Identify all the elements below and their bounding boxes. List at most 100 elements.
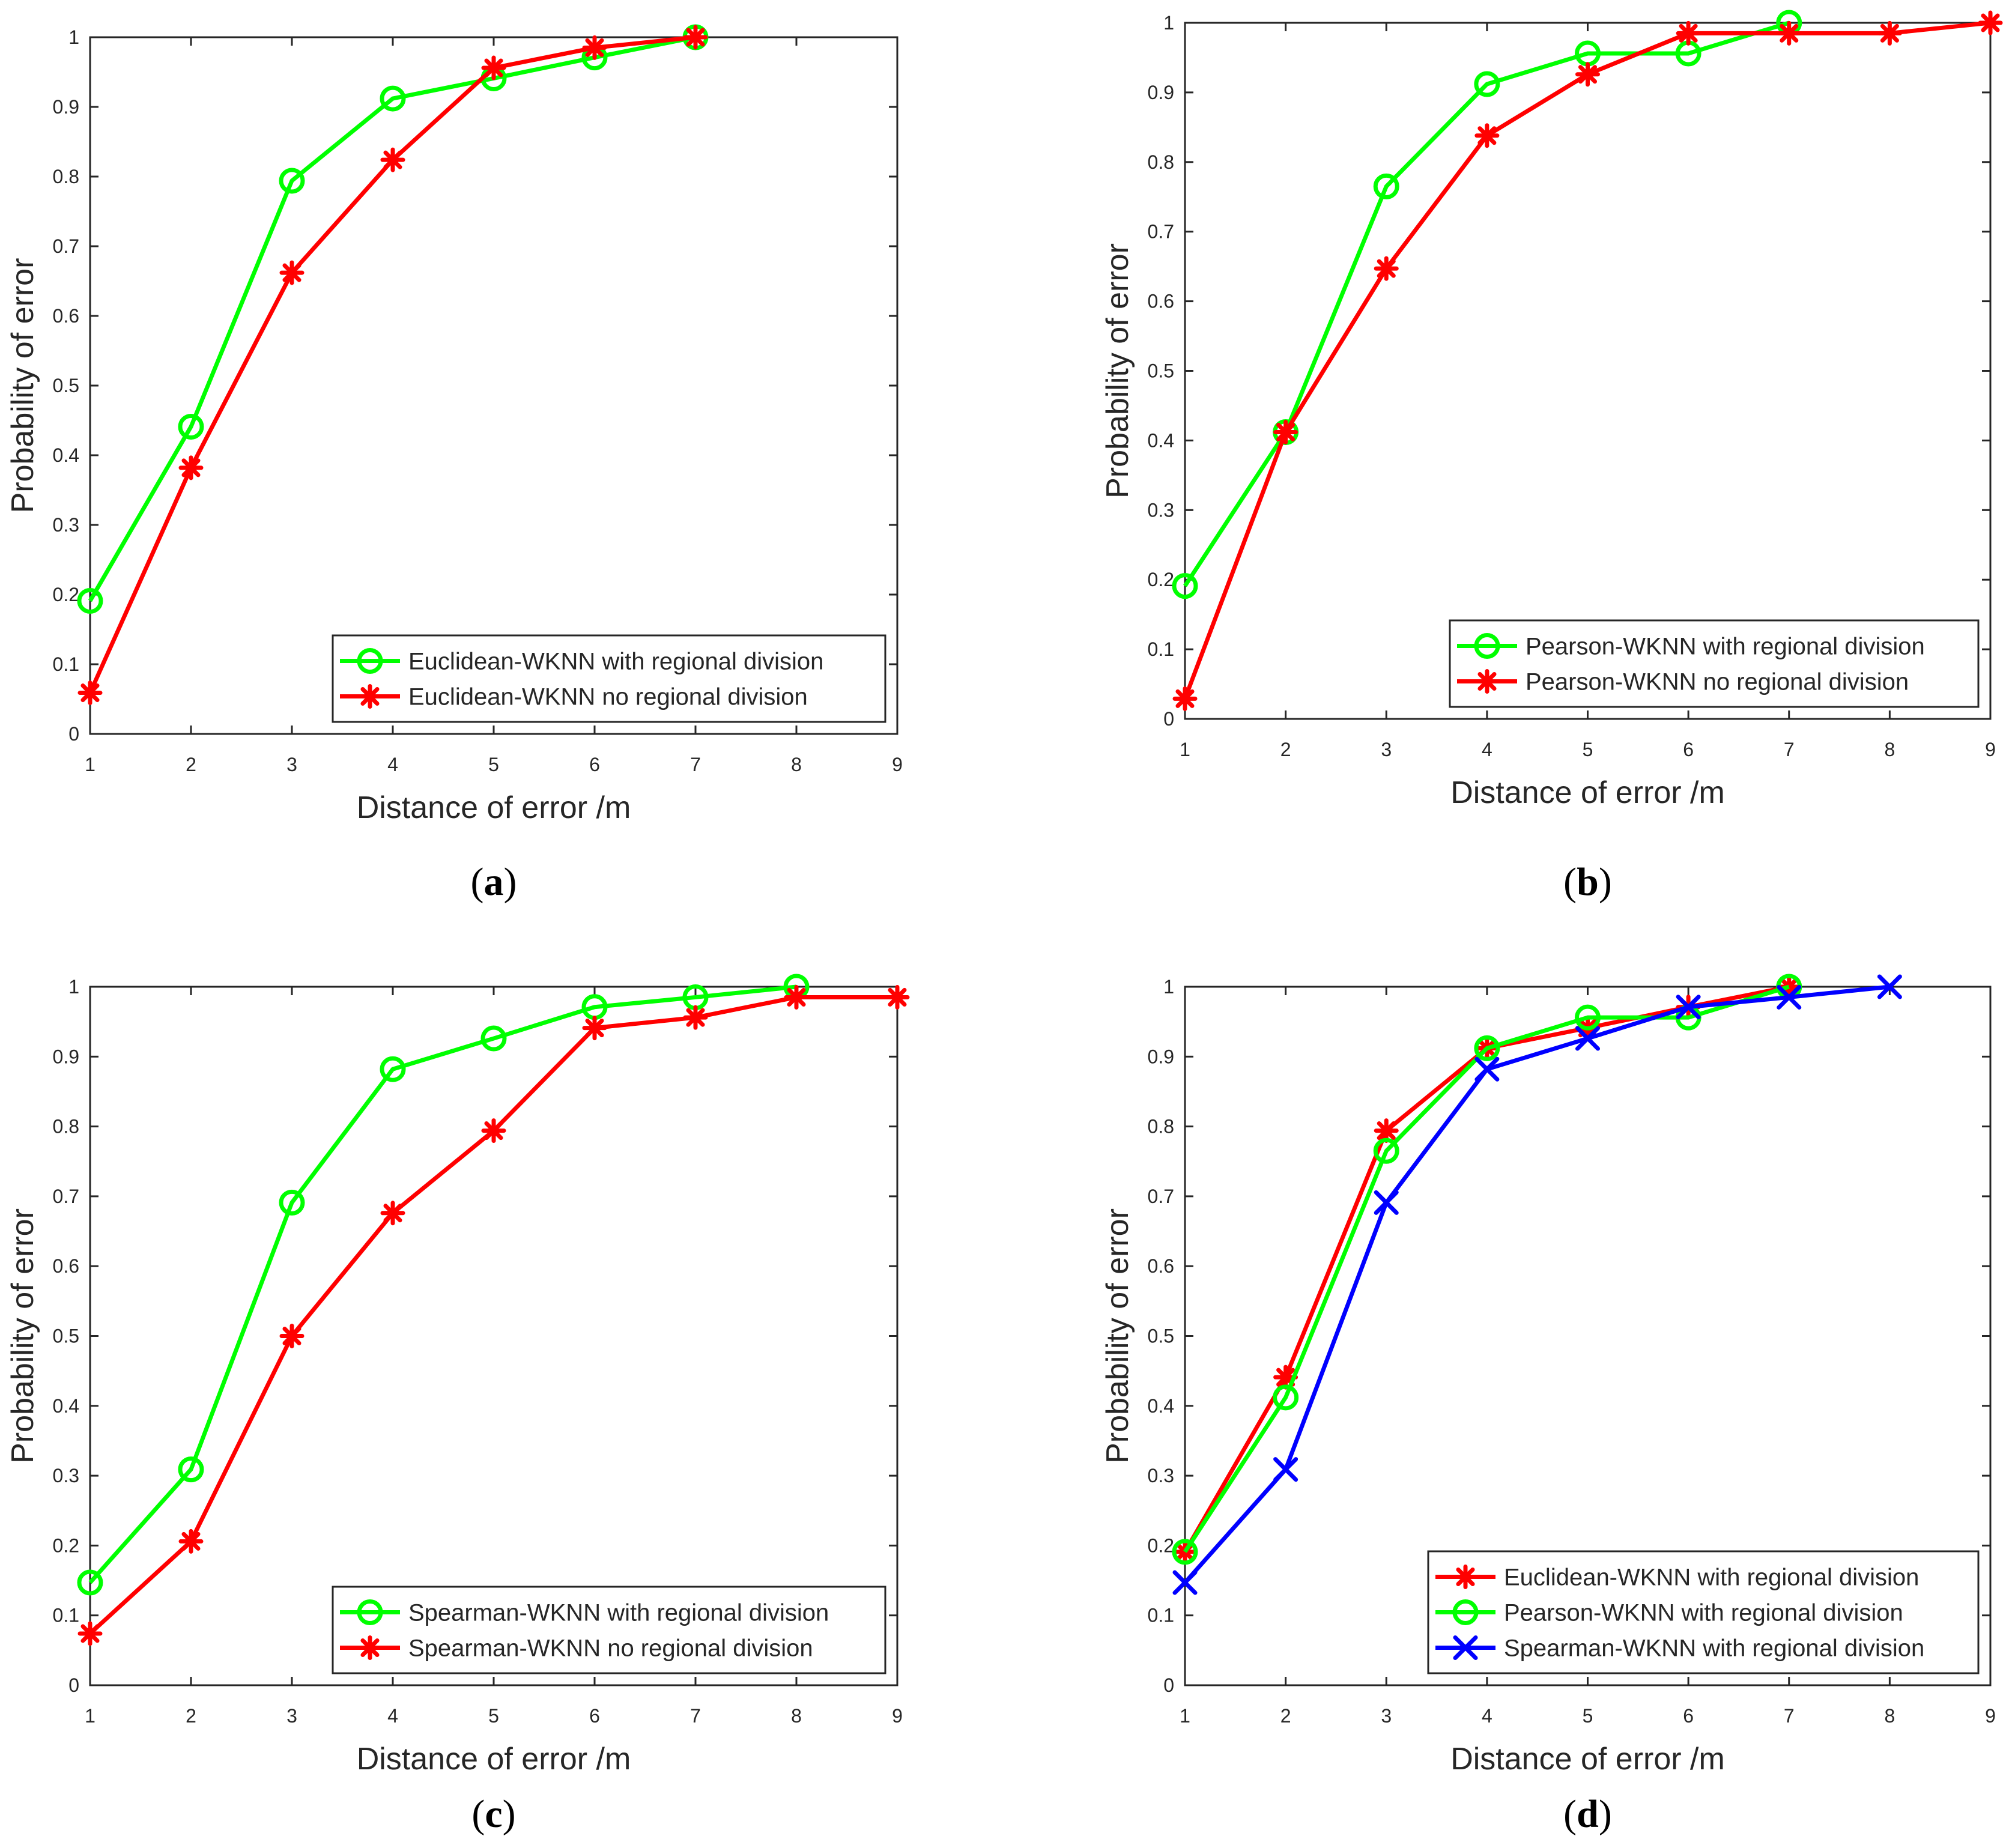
data-point bbox=[582, 35, 607, 60]
x-tick-label: 6 bbox=[1683, 739, 1694, 760]
y-tick-label: 0.1 bbox=[1148, 1605, 1174, 1626]
x-tick-label: 4 bbox=[387, 754, 398, 775]
y-tick-label: 0.4 bbox=[53, 444, 79, 466]
chart-panel-d: 1 2 3 4 5 6 7 8 9 0 0.1 0.2 0.3 0.4 0.5 0.6 0.7 0.8 0.9 1 Di… bbox=[1100, 974, 1996, 1836]
x-tick-label: 6 bbox=[589, 1705, 600, 1727]
legend-box bbox=[1427, 1550, 1980, 1674]
legend: Euclidean-WKNN with regional division Pea… bbox=[1427, 1550, 1980, 1674]
legend-label: Spearman-WKNN with regional division bbox=[1504, 1635, 1924, 1662]
y-tick-label: 0.6 bbox=[1148, 291, 1174, 312]
data-point bbox=[1273, 1384, 1299, 1411]
caption-open: ( bbox=[471, 860, 484, 904]
y-tick-label: 0.2 bbox=[1148, 569, 1174, 590]
x-axis-label: Distance of error /m bbox=[1450, 775, 1725, 810]
y-tick-label: 0.9 bbox=[53, 1046, 79, 1067]
data-point bbox=[279, 1324, 305, 1348]
y-tick-label: 1 bbox=[68, 26, 79, 48]
y-tick-label: 0.5 bbox=[53, 375, 79, 396]
data-point bbox=[380, 1201, 405, 1226]
data-point bbox=[1374, 1190, 1399, 1215]
data-point bbox=[279, 168, 305, 194]
x-tick-label: 8 bbox=[791, 754, 802, 775]
data-point bbox=[178, 455, 204, 480]
data-point bbox=[481, 55, 506, 80]
data-point bbox=[1575, 1026, 1600, 1051]
data-point bbox=[380, 147, 405, 172]
y-tick-label: 0.8 bbox=[53, 1116, 79, 1138]
y-tick-label: 0.4 bbox=[53, 1395, 79, 1417]
legend-entry: Pearson-WKNN with regional division bbox=[1435, 1599, 1903, 1626]
legend: Spearman-WKNN with regional division Spea… bbox=[332, 1586, 886, 1674]
y-tick-label: 0.8 bbox=[1148, 151, 1174, 173]
data-point bbox=[279, 1189, 305, 1216]
x-tick-label: 7 bbox=[1784, 1705, 1795, 1727]
data-point bbox=[1474, 71, 1500, 97]
data-point bbox=[77, 1569, 103, 1596]
y-tick-label: 0.1 bbox=[53, 653, 79, 675]
x-tick-label: 5 bbox=[1583, 739, 1593, 760]
y-tick-label: 0.7 bbox=[53, 235, 79, 257]
x-tick-label: 6 bbox=[1683, 1705, 1694, 1727]
data-point bbox=[683, 1005, 708, 1030]
y-tick-label: 0.8 bbox=[53, 166, 79, 187]
series-line bbox=[1183, 984, 1890, 1584]
data-point bbox=[1273, 1365, 1298, 1390]
data-point bbox=[1877, 20, 1902, 46]
legend-entry: Spearman-WKNN with regional division bbox=[340, 1599, 829, 1626]
legend-label: Pearson-WKNN with regional division bbox=[1526, 634, 1925, 660]
y-axis-label: Probability of error bbox=[1100, 1208, 1135, 1464]
caption-letter: b bbox=[1577, 860, 1599, 904]
series-spearman-wknn-with-regional-division bbox=[77, 974, 810, 1596]
series-spearman-wknn-with-regional-division bbox=[1172, 974, 1902, 1595]
caption-close: ) bbox=[503, 1792, 516, 1836]
data-point bbox=[178, 1456, 204, 1483]
y-tick-label: 0.5 bbox=[1148, 1325, 1174, 1347]
plot-area bbox=[1184, 22, 1992, 720]
x-tick-label: 2 bbox=[1280, 1705, 1291, 1727]
y-tick-label: 0.6 bbox=[1148, 1255, 1174, 1277]
caption-open: ( bbox=[471, 1792, 485, 1836]
y-tick-label: 0.9 bbox=[1148, 82, 1174, 103]
caption-open: ( bbox=[1563, 860, 1577, 904]
legend-entry: Pearson-WKNN with regional division bbox=[1457, 633, 1925, 660]
y-tick-label: 0.1 bbox=[1148, 638, 1174, 660]
data-point bbox=[784, 984, 809, 1010]
data-point bbox=[1877, 974, 1902, 999]
x-axis-label: Distance of error /m bbox=[357, 790, 631, 825]
data-point bbox=[178, 1528, 204, 1554]
data-point bbox=[582, 1016, 607, 1041]
x-tick-label: 2 bbox=[1280, 739, 1291, 760]
x-tick-label: 9 bbox=[1985, 739, 1996, 760]
data-point bbox=[1474, 1035, 1500, 1061]
y-tick-label: 0.7 bbox=[53, 1186, 79, 1207]
legend-entry: Spearman-WKNN no regional division bbox=[340, 1635, 813, 1662]
x-tick-label: 2 bbox=[186, 754, 196, 775]
data-point bbox=[480, 1025, 507, 1052]
x-tick-label: 7 bbox=[690, 754, 701, 775]
y-tick-label: 0.5 bbox=[53, 1325, 79, 1347]
data-point bbox=[1172, 1570, 1198, 1595]
plot-area bbox=[89, 986, 898, 1686]
x-tick-label: 7 bbox=[1784, 739, 1795, 760]
caption-letter: d bbox=[1577, 1792, 1599, 1836]
data-point bbox=[77, 680, 103, 706]
legend-entry: Euclidean-WKNN no regional division bbox=[340, 684, 808, 710]
data-point bbox=[1172, 1539, 1198, 1565]
data-point bbox=[1172, 573, 1198, 599]
x-tick-label: 1 bbox=[85, 754, 95, 775]
panel-caption: (b) bbox=[1563, 860, 1612, 904]
data-point bbox=[1474, 123, 1500, 148]
y-axis-label: Probability of error bbox=[1100, 243, 1135, 498]
y-tick-label: 0.8 bbox=[1148, 1116, 1174, 1138]
y-tick-label: 0.3 bbox=[53, 1465, 79, 1486]
y-tick-label: 0.3 bbox=[53, 514, 79, 536]
x-tick-label: 4 bbox=[387, 1705, 398, 1727]
y-axis-label: Probability of error bbox=[5, 1208, 40, 1464]
chart-panel-b: 1 2 3 4 5 6 7 8 9 0 0.1 0.2 0.3 0.4 0.5 0.6 0.7 0.8 0.9 1 Di… bbox=[1100, 10, 2003, 904]
legend-label: Euclidean-WKNN with regional division bbox=[408, 649, 823, 675]
legend-box bbox=[332, 1586, 886, 1674]
y-tick-label: 0 bbox=[1163, 708, 1174, 730]
y-tick-label: 0.6 bbox=[53, 1255, 79, 1277]
y-tick-label: 1 bbox=[1163, 976, 1174, 998]
